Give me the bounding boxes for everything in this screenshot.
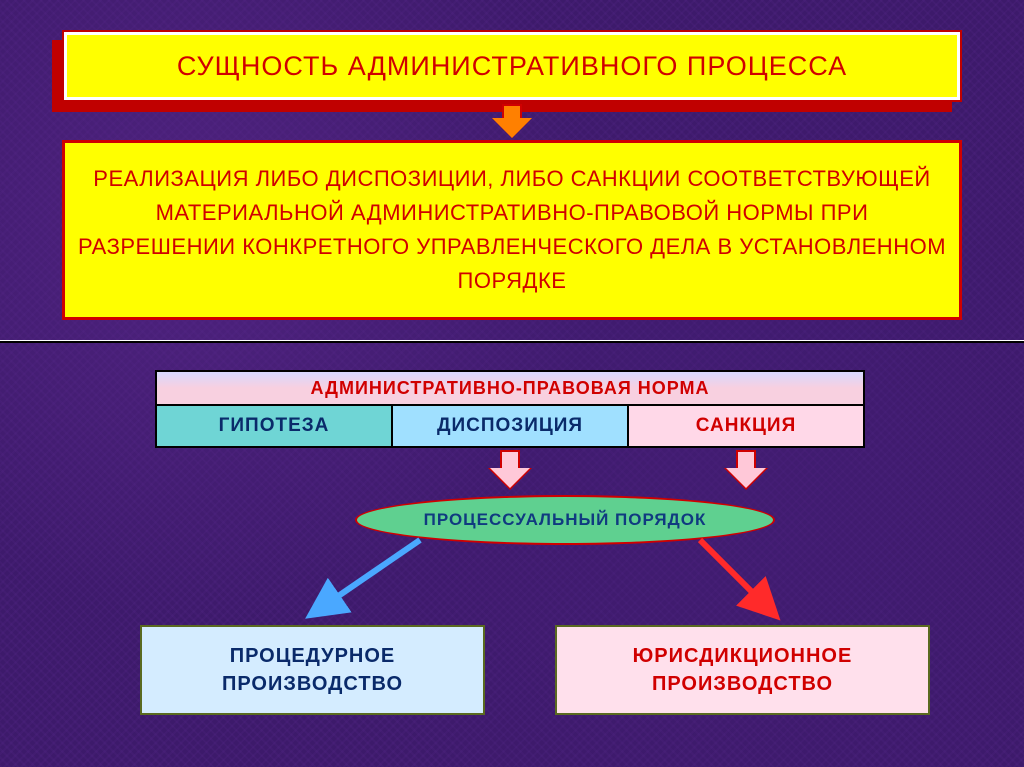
definition-text: РЕАЛИЗАЦИЯ ЛИБО ДИСПОЗИЦИИ, ЛИБО САНКЦИИ… [75,162,949,298]
norm-table-row: ГИПОТЕЗА ДИСПОЗИЦИЯ САНКЦИЯ [157,406,863,446]
arrow-disposition-down [490,450,530,484]
cell-disposition-text: ДИСПОЗИЦИЯ [437,415,583,437]
cell-disposition: ДИСПОЗИЦИЯ [393,406,629,446]
cell-hypothesis-text: ГИПОТЕЗА [219,415,330,437]
norm-table-header-text: АДМИНИСТРАТИВНО-ПРАВОВАЯ НОРМА [310,378,709,399]
title-text: СУЩНОСТЬ АДМИНИСТРАТИВНОГО ПРОЦЕССА [177,51,847,82]
procedural-line2: ПРОИЗВОДСТВО [222,673,403,695]
arrow-sanction-down [726,450,766,484]
norm-table: АДМИНИСТРАТИВНО-ПРАВОВАЯ НОРМА ГИПОТЕЗА … [155,370,865,448]
procedural-production-box: ПРОЦЕДУРНОЕ ПРОИЗВОДСТВО [140,625,485,715]
cell-sanction-text: САНКЦИЯ [696,415,796,437]
procedural-order-text: ПРОЦЕССУАЛЬНЫЙ ПОРЯДОК [424,510,707,530]
jurisdictional-production-box: ЮРИСДИКЦИОННОЕ ПРОИЗВОДСТВО [555,625,930,715]
cell-hypothesis: ГИПОТЕЗА [157,406,393,446]
jurisdictional-line2: ПРОИЗВОДСТВО [652,673,833,695]
norm-table-header: АДМИНИСТРАТИВНО-ПРАВОВАЯ НОРМА [157,372,863,406]
arrow-title-to-definition [492,104,532,138]
procedural-line1: ПРОЦЕДУРНОЕ [230,645,396,667]
definition-box: РЕАЛИЗАЦИЯ ЛИБО ДИСПОЗИЦИИ, ЛИБО САНКЦИИ… [62,140,962,320]
horizontal-divider [0,340,1024,343]
procedural-order-oval: ПРОЦЕССУАЛЬНЫЙ ПОРЯДОК [355,495,775,545]
cell-sanction: САНКЦИЯ [629,406,863,446]
jurisdictional-line1: ЮРИСДИКЦИОННОЕ [633,645,853,667]
title-box: СУЩНОСТЬ АДМИНИСТРАТИВНОГО ПРОЦЕССА [62,30,962,102]
